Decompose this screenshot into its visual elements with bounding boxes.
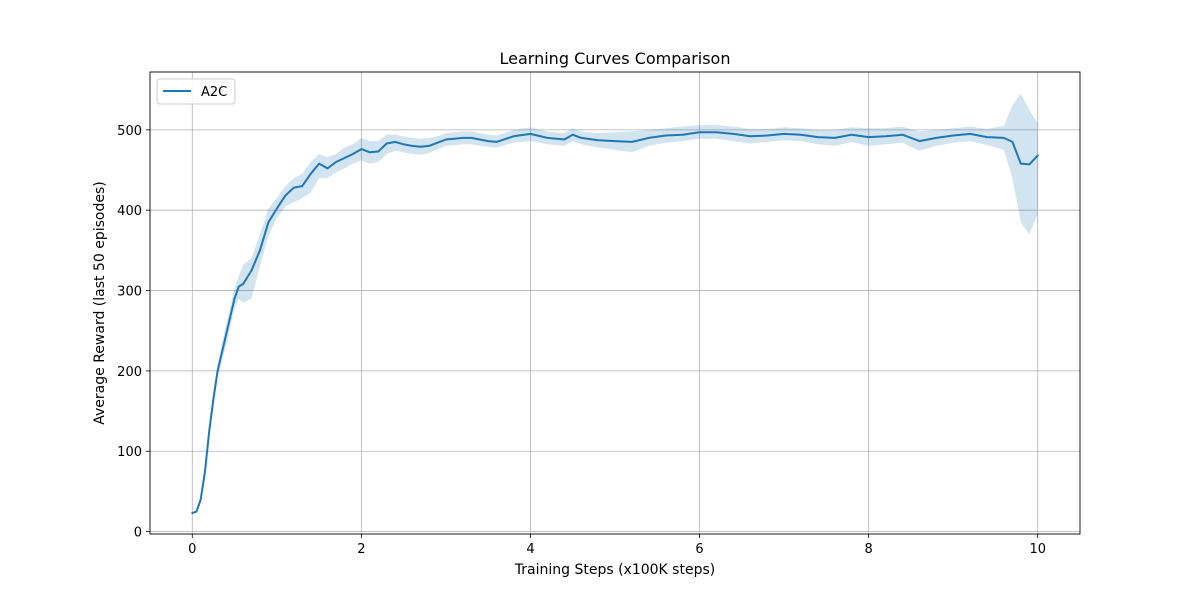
x-axis-ticks: 0 2 4 6 8 10	[188, 534, 1046, 557]
legend: A2C	[156, 78, 236, 105]
series-lines	[191, 131, 1039, 515]
y-tick-label: 100	[117, 445, 142, 460]
y-axis-label: Average Reward (last 50 episodes)	[92, 181, 108, 424]
legend-label-a2c: A2C	[201, 85, 227, 100]
x-tick-label: 6	[695, 542, 703, 557]
x-tick-label: 2	[357, 542, 365, 557]
chart-title: Learning Curves Comparison	[500, 49, 731, 68]
x-tick-label: 8	[864, 542, 872, 557]
x-tick-label: 10	[1029, 542, 1046, 557]
y-tick-label: 300	[117, 285, 142, 300]
y-tick-label: 400	[117, 204, 142, 219]
y-axis-ticks: 0 100 200 300 400 500	[117, 124, 150, 541]
legend-box	[156, 78, 236, 105]
y-tick-label: 500	[117, 124, 142, 139]
y-tick-label: 200	[117, 365, 142, 380]
x-tick-label: 4	[526, 542, 534, 557]
series-line-a2c	[191, 131, 1039, 515]
x-tick-label: 0	[188, 542, 196, 557]
plot-frame	[149, 71, 1081, 535]
grid-lines	[150, 72, 1080, 534]
y-tick-label: 0	[134, 526, 142, 541]
x-axis-label: Training Steps (x100K steps)	[514, 562, 715, 578]
